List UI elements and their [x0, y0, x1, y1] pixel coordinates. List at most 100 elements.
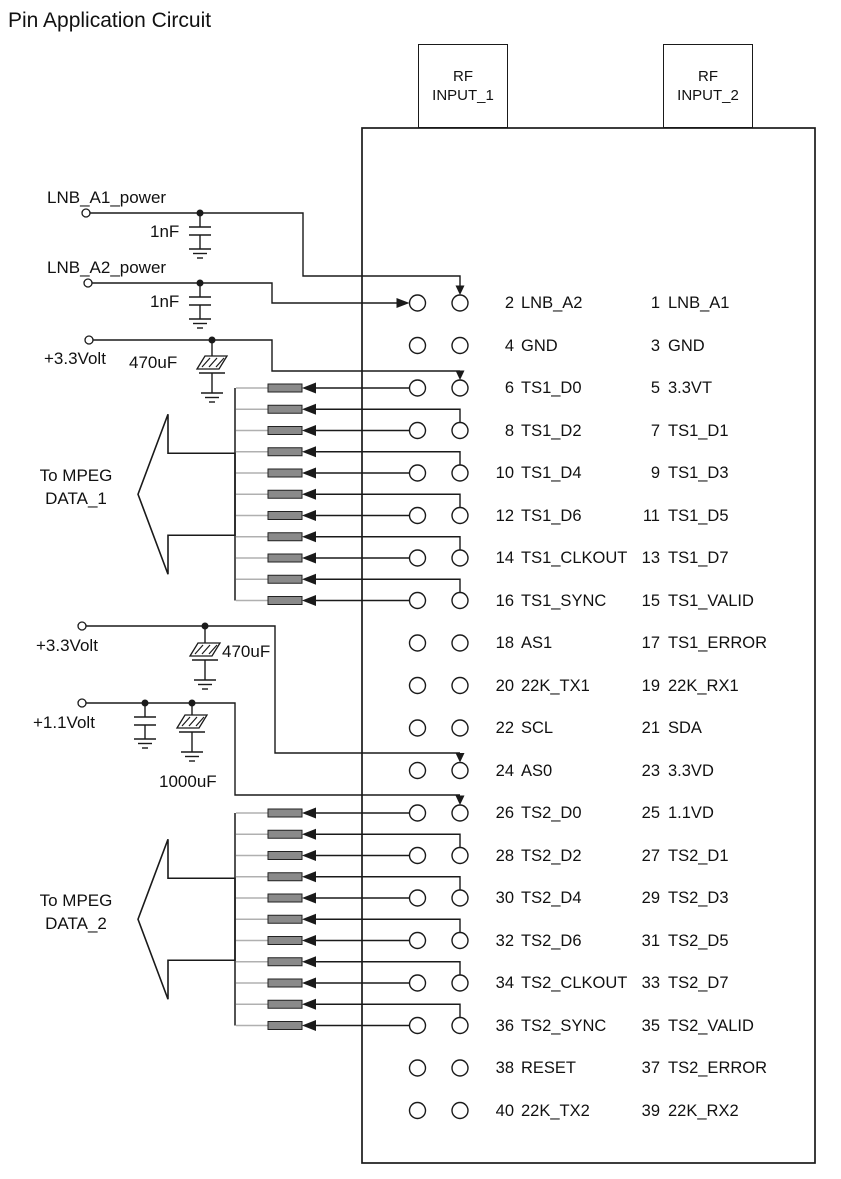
pin-name-right: TS2_VALID: [668, 1016, 754, 1035]
mpeg-data1-line2: DATA_1: [45, 489, 107, 508]
pin-circle-right: [451, 591, 469, 610]
pin-circle-right: [451, 336, 469, 355]
pin-name-left: TS2_D2: [521, 846, 582, 865]
pin-number-left: 32: [495, 931, 514, 950]
pin-name-left: TS2_D6: [521, 931, 582, 950]
pin-number-right: 9: [650, 464, 660, 482]
pin-name-right: TS2_D3: [668, 889, 729, 907]
arrowhead-left: [302, 510, 316, 521]
pin-circle-right: [451, 804, 469, 822]
pin-name-right: TS1_D7: [668, 549, 729, 567]
resistor: [267, 914, 303, 924]
pin-number-right: 23: [641, 761, 660, 780]
arrowhead-left: [302, 977, 316, 989]
mpeg-data1-label: To MPEG DATA_1: [20, 464, 132, 510]
arrowhead-left: [302, 467, 316, 479]
pin-row: 18 AS1 17 TS1_ERROR: [0, 632, 841, 654]
capacitor-polarized: [175, 714, 209, 729]
resistor: [267, 872, 303, 882]
pin-name-right: TS2_D7: [668, 974, 729, 992]
wire-1v1-digital: [86, 702, 460, 796]
pin-number-left: 16: [495, 591, 514, 610]
pin-name-left: 22K_TX1: [521, 676, 590, 695]
arrowhead-down: [455, 753, 465, 763]
pin-name-left: AS0: [521, 761, 553, 780]
arrowhead-left: [302, 403, 316, 415]
pin-circle-left: [408, 591, 427, 610]
pin-row: 10 TS1_D4 9 TS1_D3: [0, 462, 841, 484]
pin-name-right: TS1_VALID: [668, 591, 754, 610]
rf-input-1-box: RF INPUT_1: [418, 44, 508, 128]
arrowhead-left: [302, 595, 316, 606]
pin-circle-left: [408, 336, 427, 355]
pin-circle-right: [451, 634, 469, 652]
capacitor-hatch: [215, 357, 225, 368]
wire-lnb-a1: [90, 212, 461, 286]
pin-row: 16 TS1_SYNC 15 TS1_VALID: [0, 590, 841, 612]
pin-row: 2 LNB_A2 1 LNB_A1: [0, 292, 841, 314]
terminal-circle: [84, 335, 94, 345]
arrowhead-left: [302, 552, 316, 564]
pin-circle-right: [451, 294, 469, 312]
pin-row: 32 TS2_D6 31 TS2_D5: [0, 930, 841, 952]
pin-name-right: TS2_D5: [668, 931, 729, 950]
arrowhead-left: [302, 446, 316, 458]
pin-name-left: TS1_CLKOUT: [521, 549, 628, 567]
pin-number-left: 40: [495, 1101, 514, 1120]
resistor: [267, 957, 303, 967]
signal-wire: [315, 1003, 461, 1018]
terminal-circle: [81, 208, 91, 218]
pin-number-right: 31: [641, 931, 660, 950]
pin-circle-left: [408, 549, 427, 567]
pin-number-right: 11: [642, 506, 660, 525]
pin-number-right: 25: [641, 804, 660, 822]
pin-row: 6 TS1_D0 5 3.3VT: [0, 377, 841, 399]
capacitor-hatch: [208, 644, 218, 655]
pin-number-left: 22: [495, 719, 514, 737]
lnb-a1-cap-value: 1nF: [150, 222, 180, 241]
pin-number-right: 35: [641, 1016, 660, 1035]
pin-circle-right: [451, 719, 469, 737]
pin-row: 12 TS1_D6 11 TS1_D5: [0, 505, 841, 527]
pin-circle-left: [408, 506, 427, 525]
lnb-a1-power-label: LNB_A1_power: [47, 188, 167, 207]
pin-number-right: 29: [641, 889, 660, 907]
pin-number-left: 18: [495, 634, 514, 652]
pin-number-left: 20: [495, 676, 514, 695]
pin-name-right: TS1_ERROR: [668, 634, 768, 652]
pin-row: 40 22K_TX2 39 22K_RX2: [0, 1100, 841, 1122]
arrowhead-left: [302, 913, 316, 925]
signal-wire: [315, 578, 461, 593]
arrowhead-right: [396, 298, 410, 308]
pin-number-right: 19: [641, 676, 660, 695]
arrowhead-left: [302, 1020, 316, 1031]
pin-name-left: TS2_CLKOUT: [521, 974, 628, 992]
capacitor-hatch: [195, 716, 205, 727]
pin-row: 34 TS2_CLKOUT 33 TS2_D7: [0, 972, 841, 994]
pin-circle-left: [408, 379, 427, 397]
pin-number-right: 33: [641, 974, 660, 992]
pin-number-right: 5: [650, 379, 660, 397]
pin-circle-left: [408, 889, 427, 907]
pin-row: 22 SCL 21 SDA: [0, 717, 841, 739]
pin-name-left: TS1_D4: [521, 464, 582, 482]
pin-circle-left: [408, 846, 427, 865]
pin-number-left: 34: [495, 974, 514, 992]
pin-name-left: GND: [521, 336, 558, 355]
pin-name-right: 1.1VD: [668, 804, 714, 822]
arrowhead-left: [302, 425, 316, 436]
rail-1v1-label: +1.1Volt: [33, 713, 95, 732]
pin-circle-left: [408, 294, 427, 312]
pin-name-right: TS1_D3: [668, 464, 729, 482]
pin-circle-left: [408, 1016, 427, 1035]
terminal-circle: [77, 621, 87, 631]
pin-circle-right: [451, 761, 469, 780]
pin-row: 30 TS2_D4 29 TS2_D3: [0, 887, 841, 909]
resistor: [267, 829, 303, 839]
pin-name-left: TS1_D6: [521, 506, 582, 525]
terminal-circle: [83, 278, 93, 288]
capacitor-hatch: [181, 716, 191, 727]
arrowhead-left: [302, 531, 316, 543]
